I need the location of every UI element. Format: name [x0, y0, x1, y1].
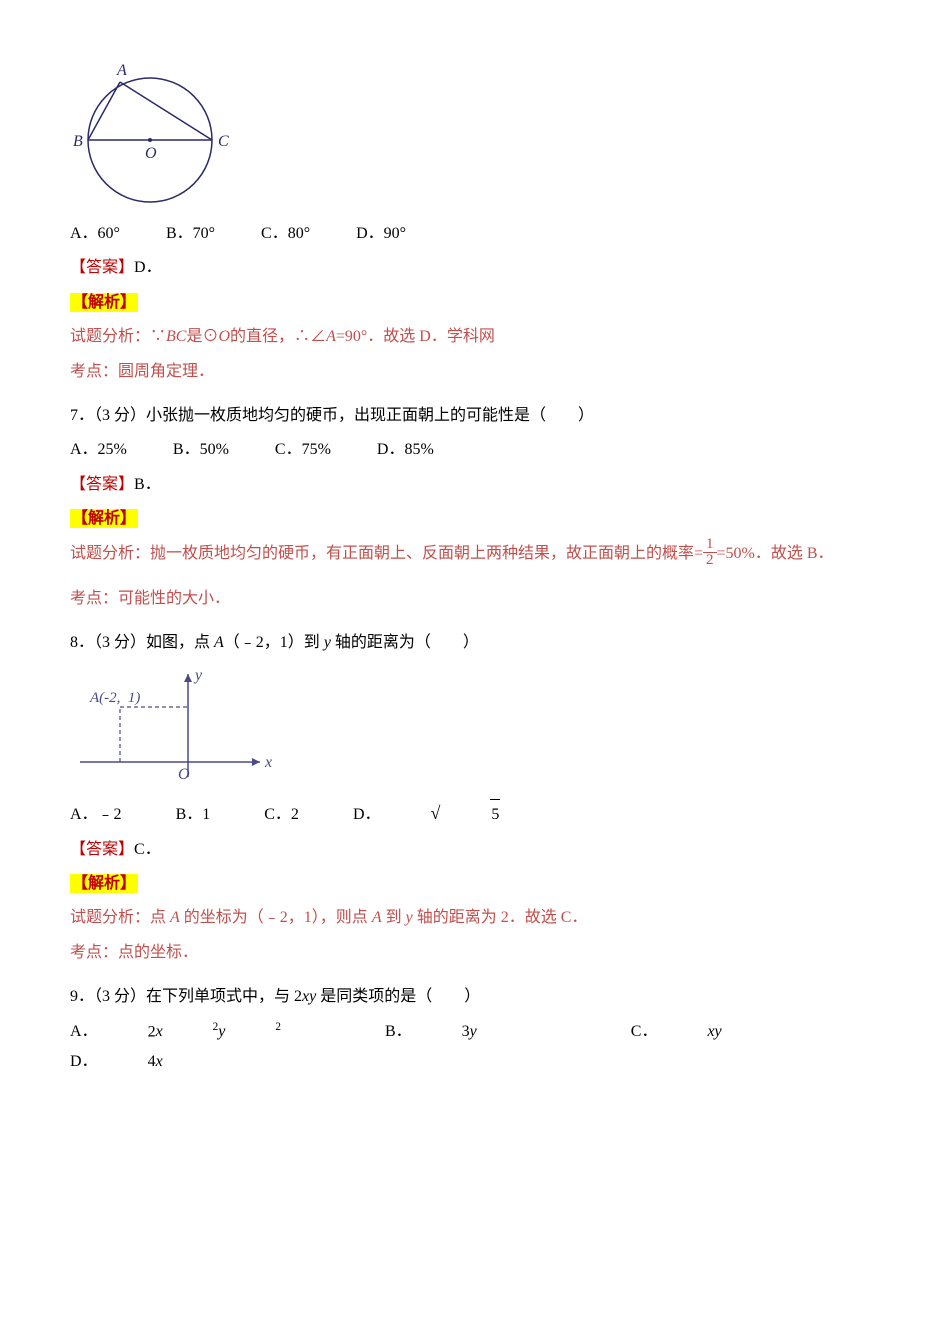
q8-kaodian: 考点：点的坐标． — [70, 938, 880, 968]
q6-answer-val: D． — [134, 259, 162, 276]
q8-analysis: 试题分析：点 A 的坐标为（﹣2，1），则点 A 到 y 轴的距离为 2．故选 … — [70, 903, 880, 933]
q9-options: A．2x2y2 B．3y C．xy D．4x — [70, 1017, 880, 1078]
svg-text:C: C — [218, 133, 229, 150]
q8-answer: 【答案】C． — [70, 835, 880, 865]
q6-opt-a: A．60° — [70, 219, 120, 249]
q7-opt-c: C．75% — [275, 435, 331, 465]
q6-diagram: A B C O — [70, 60, 880, 215]
q9-opt-d: D．4x — [70, 1047, 263, 1077]
q8-answer-val: C． — [134, 841, 161, 858]
svg-text:B: B — [73, 133, 83, 150]
q7-opt-a: A．25% — [70, 435, 127, 465]
svg-text:A(-2, 1): A(-2, 1) — [89, 690, 140, 706]
svg-text:y: y — [193, 667, 203, 684]
q7-answer: 【答案】B． — [70, 470, 880, 500]
svg-text:x: x — [264, 754, 272, 771]
q6-opt-c: C．80° — [261, 219, 310, 249]
q6-opt-b: B．70° — [166, 219, 215, 249]
q6-analysis-label: 【解析】 — [70, 288, 880, 318]
q7-opt-d: D．85% — [377, 435, 434, 465]
answer-label: 【答案】 — [70, 476, 134, 493]
q9-opt-a: A．2x2y2 — [70, 1017, 331, 1048]
answer-label: 【答案】 — [70, 259, 134, 276]
q9-opt-b: B．3y — [385, 1017, 577, 1047]
q7-stem: 7．（3 分）小张抛一枚质地均匀的硬币，出现正面朝上的可能性是（ ） — [70, 401, 880, 431]
q9-opt-c: C．xy — [631, 1017, 772, 1047]
q8-opt-c: C．2 — [264, 800, 299, 830]
q7-opt-b: B．50% — [173, 435, 229, 465]
q6-analysis: 试题分析：∵BC是⊙O的直径，∴∠A=90°．故选 D．学科网 — [70, 322, 880, 352]
q6-options: A．60° B．70° C．80° D．90° — [70, 219, 880, 249]
svg-text:O: O — [178, 766, 190, 783]
q8-analysis-label: 【解析】 — [70, 869, 880, 899]
svg-text:A: A — [116, 62, 127, 79]
q8-stem: 8．（3 分）如图，点 A（﹣2，1）到 y 轴的距离为（ ） — [70, 628, 880, 658]
q7-options: A．25% B．50% C．75% D．85% — [70, 435, 880, 465]
q7-analysis-label: 【解析】 — [70, 504, 880, 534]
q8-opt-d: D．√5 — [353, 796, 550, 830]
q8-opt-b: B．1 — [176, 800, 211, 830]
q8-options: A．﹣2 B．1 C．2 D．√5 — [70, 796, 880, 830]
q7-answer-val: B． — [134, 476, 161, 493]
q6-kaodian: 考点：圆周角定理． — [70, 357, 880, 387]
q7-kaodian: 考点：可能性的大小． — [70, 584, 880, 614]
q7-analysis: 试题分析：抛一枚质地均匀的硬币，有正面朝上、反面朝上两种结果，故正面朝上的概率=… — [70, 539, 880, 570]
q6-opt-d: D．90° — [356, 219, 406, 249]
q8-opt-a: A．﹣2 — [70, 800, 122, 830]
q8-diagram: A(-2, 1) y x O — [70, 662, 880, 792]
svg-text:O: O — [145, 145, 157, 162]
answer-label: 【答案】 — [70, 841, 134, 858]
q9-stem: 9．（3 分）在下列单项式中，与 2xy 是同类项的是（ ） — [70, 982, 880, 1012]
q6-answer: 【答案】D． — [70, 253, 880, 283]
